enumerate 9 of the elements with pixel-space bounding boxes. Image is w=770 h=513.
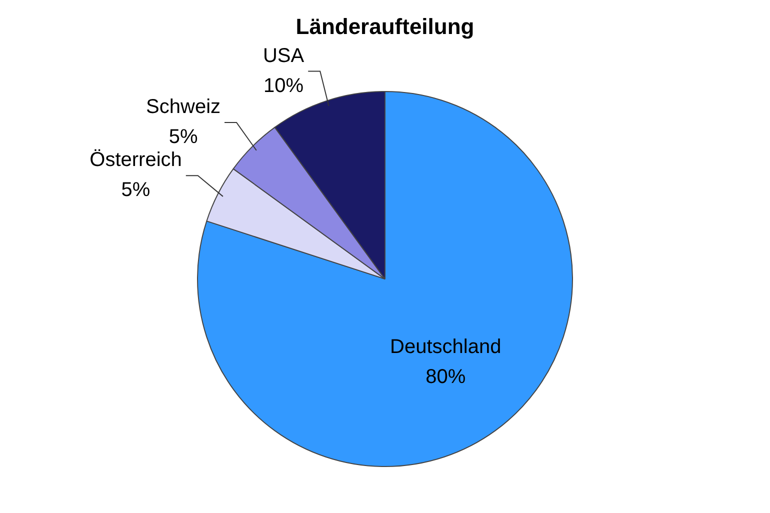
slice-label: USA bbox=[262, 44, 305, 67]
data-label: 5% bbox=[121, 179, 150, 202]
chart-title: Länderaufteilung bbox=[294, 14, 476, 40]
slice-label: Österreich bbox=[90, 149, 182, 172]
slice-label: Deutschland bbox=[390, 336, 502, 358]
data-label: 80% bbox=[426, 366, 466, 388]
slice-label: Schweiz bbox=[146, 96, 221, 118]
data-label: 5% bbox=[168, 126, 198, 148]
data-label: 10% bbox=[264, 74, 304, 97]
